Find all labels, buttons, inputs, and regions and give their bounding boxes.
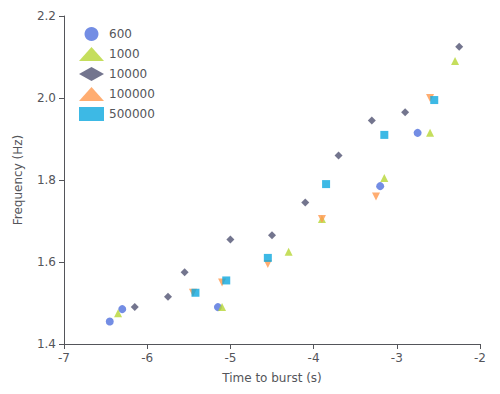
svg-text:10000: 10000 — [109, 67, 147, 81]
svg-text:1000: 1000 — [109, 47, 140, 61]
svg-text:2.0: 2.0 — [37, 91, 56, 105]
svg-text:-3: -3 — [391, 351, 403, 365]
svg-text:1.4: 1.4 — [37, 337, 56, 351]
svg-text:-2: -2 — [474, 351, 486, 365]
svg-text:100000: 100000 — [109, 87, 155, 101]
svg-text:1.6: 1.6 — [37, 255, 56, 269]
svg-text:Frequency (Hz): Frequency (Hz) — [11, 135, 25, 226]
svg-text:2.2: 2.2 — [37, 9, 56, 23]
svg-text:Time to burst (s): Time to burst (s) — [221, 371, 322, 385]
svg-text:-7: -7 — [58, 351, 70, 365]
svg-text:1.8: 1.8 — [37, 173, 56, 187]
svg-text:600: 600 — [109, 27, 132, 41]
svg-text:-4: -4 — [308, 351, 320, 365]
svg-text:-5: -5 — [224, 351, 236, 365]
svg-text:500000: 500000 — [109, 107, 155, 121]
svg-text:-6: -6 — [141, 351, 153, 365]
